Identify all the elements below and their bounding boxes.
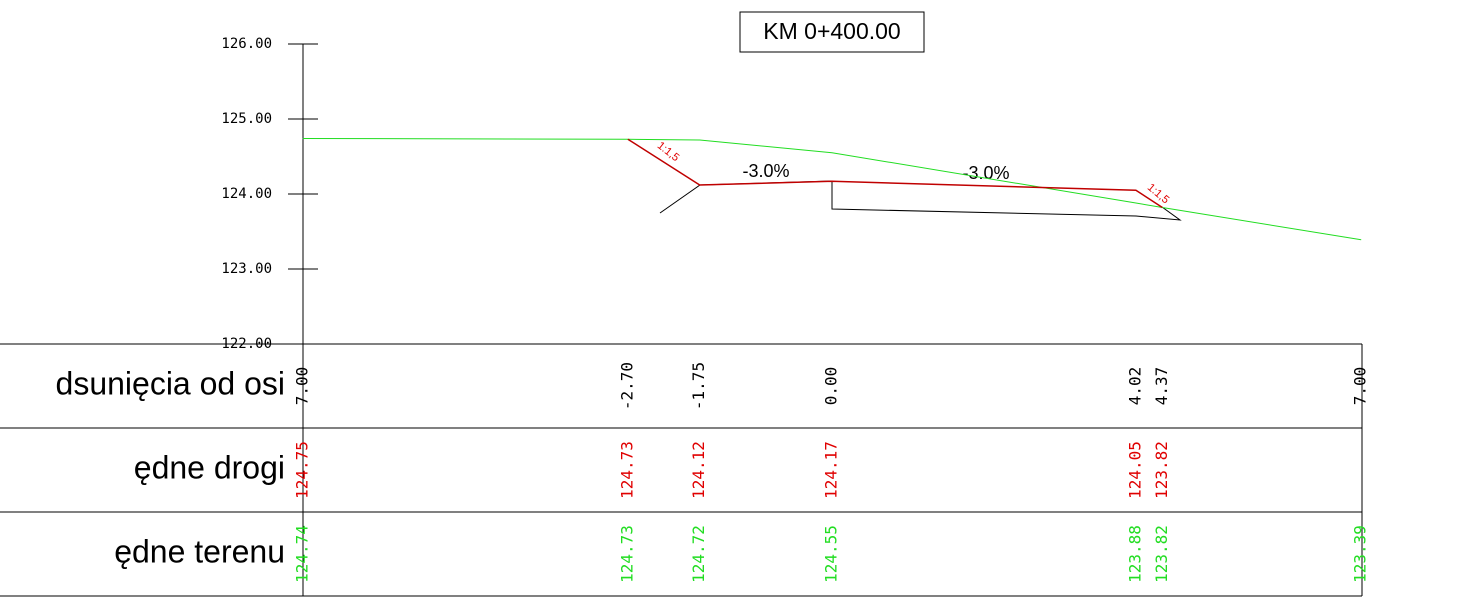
- subgrade: [659, 180, 1182, 221]
- slope-label: -3.0%: [962, 163, 1009, 183]
- cell-value: 124.17: [822, 441, 841, 499]
- cell-value: 123.39: [1351, 525, 1370, 583]
- cell-value: 124.55: [822, 525, 841, 583]
- cell-value: 123.82: [1152, 441, 1171, 499]
- cell-value: 123.82: [1152, 525, 1171, 583]
- title: KM 0+400.00: [763, 18, 900, 44]
- title-box: [739, 11, 925, 53]
- side-slope: 1:1,5: [1145, 181, 1171, 206]
- cell-value: 124.73: [617, 441, 636, 499]
- y-tick-label: 125.00: [221, 111, 272, 127]
- road-line: [627, 138, 1163, 209]
- y-tick-label: 126.00: [221, 36, 272, 52]
- cell-value: 124.73: [617, 525, 636, 583]
- cell-value: 7.00: [292, 367, 311, 406]
- cell-value: 0.00: [822, 367, 841, 406]
- y-tick-label: 123.00: [221, 261, 272, 277]
- row-label: dsunięcia od osi: [56, 365, 285, 401]
- cell-value: 4.37: [1152, 367, 1171, 406]
- row-label: ędne drogi: [134, 449, 285, 485]
- y-tick-label: 124.00: [221, 186, 272, 202]
- cell-value: 124.05: [1125, 441, 1144, 499]
- cell-value: 7.00: [1351, 367, 1370, 406]
- y-tick-label: 122.00: [221, 336, 272, 352]
- row-label: ędne terenu: [114, 533, 285, 569]
- cell-value: 123.88: [1125, 525, 1144, 583]
- cell-value: 124.72: [689, 525, 708, 583]
- cell-value: -2.70: [617, 362, 636, 410]
- cell-value: 124.74: [292, 525, 311, 583]
- side-slope: 1:1,5: [655, 140, 682, 165]
- cell-value: 124.12: [689, 441, 708, 499]
- cell-value: 124.75: [292, 441, 311, 499]
- cell-value: -1.75: [689, 362, 708, 410]
- slope-label: -3.0%: [742, 161, 789, 181]
- cell-value: 4.02: [1125, 367, 1144, 406]
